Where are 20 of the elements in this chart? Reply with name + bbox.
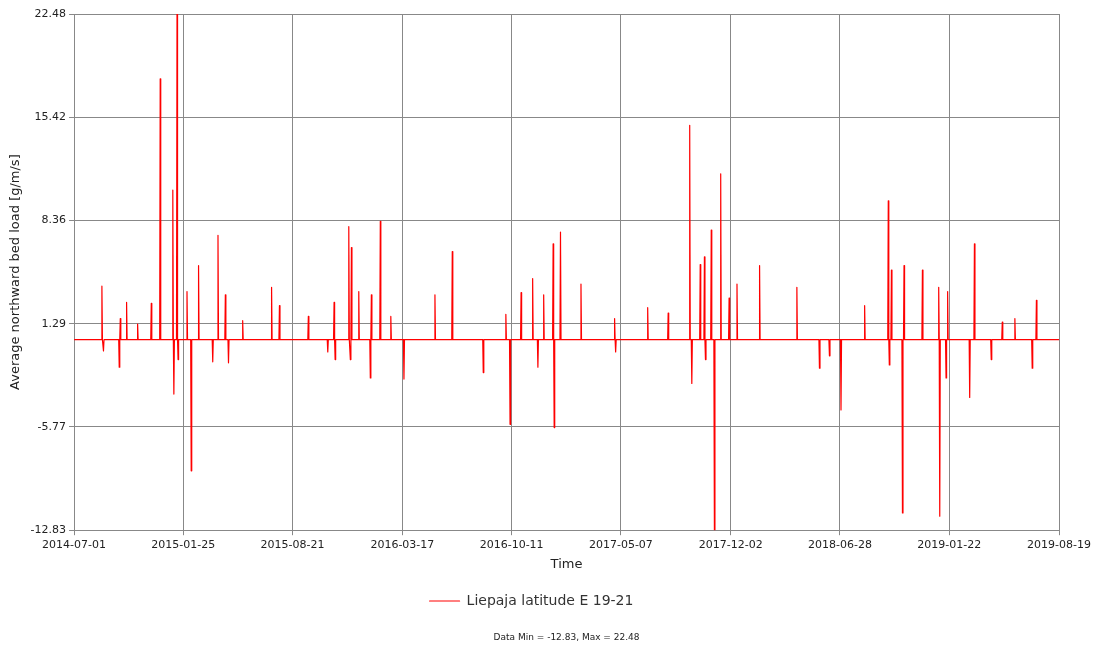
x-tick-label: 2019-08-19 [1027, 537, 1091, 551]
x-tick-label: 2017-05-07 [588, 537, 653, 551]
y-tick-label: 22.48 [34, 6, 67, 20]
text: Data Min = -12.83, Max = 22.48 [493, 632, 640, 643]
x-tick-label: 2016-03-17 [370, 537, 435, 551]
x-tick-label: 2015-01-25 [151, 537, 216, 551]
y-tick-label: -5.77 [37, 419, 67, 433]
x-axis-title: Time [549, 555, 583, 571]
x-tick-label: 2018-06-28 [807, 537, 872, 551]
legend-label: Liepaja latitude E 19-21 [466, 591, 634, 608]
x-tick-label: 2015-08-21 [260, 537, 325, 551]
y-tick-label: 15.42 [34, 110, 67, 124]
y-tick-label: 1.29 [41, 316, 67, 330]
x-tick-label: 2019-01-22 [917, 537, 982, 551]
y-tick-label: 8.36 [41, 213, 67, 227]
y-axis-title: Average northward bed load [g/m/s] [7, 154, 23, 390]
x-tick-label: 2016-10-11 [479, 537, 544, 551]
y-tick-label: -12.83 [30, 523, 67, 537]
x-tick-label: 2014-07-01 [42, 537, 107, 551]
x-tick-label: 2017-12-02 [698, 537, 763, 551]
